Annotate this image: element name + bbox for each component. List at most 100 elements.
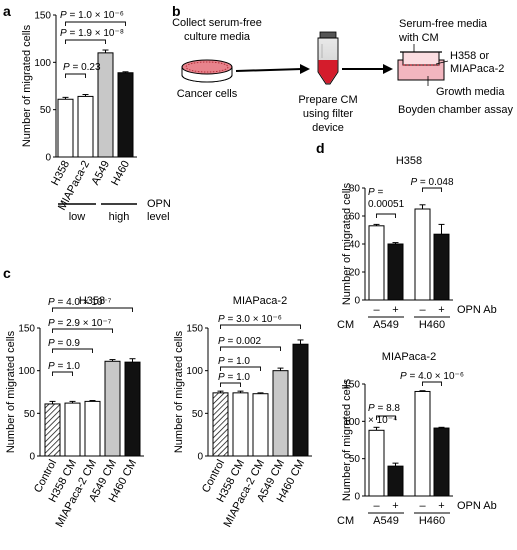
y-tick-label: 40: [349, 240, 361, 251]
y-tick-label: 0: [197, 452, 203, 463]
significance-bracket: [52, 348, 93, 353]
y-tick-label: 0: [45, 153, 51, 164]
opn-ab-mark: +: [438, 500, 444, 512]
p-value-label: P = 3.0 × 10⁻⁶: [218, 314, 282, 325]
p-value-label: P = 1.0: [218, 372, 250, 383]
opn-level-annotation: low high OPN level: [58, 198, 171, 223]
significance-bracket: [220, 366, 261, 371]
opn-ab-mark: –: [373, 500, 380, 512]
significance-bracket: [52, 371, 73, 376]
bar: [414, 208, 431, 301]
petri-dish: [181, 59, 233, 83]
p-value-label: P = 0.002: [218, 336, 262, 347]
group-label: A549: [373, 319, 399, 331]
significance-bracket: [52, 328, 113, 333]
bar: [292, 343, 309, 457]
bar: [433, 427, 450, 497]
cm-label: CM: [337, 319, 354, 331]
significance-bracket: [52, 307, 133, 312]
opn-ab-mark: +: [438, 304, 444, 316]
panel-letter-c: c: [3, 265, 11, 281]
bar: [64, 402, 81, 457]
opn-ab-mark: –: [419, 304, 426, 316]
bar: [433, 233, 450, 301]
cells-pointer: [435, 60, 449, 65]
y-tick-label: 50: [24, 409, 36, 420]
arrow-1: [235, 68, 303, 72]
cm-label: CM: [337, 515, 354, 527]
y-axis-label: Number of migrated cells: [5, 330, 17, 453]
y-tick-label: 50: [192, 409, 204, 420]
significance-bracket: [65, 21, 126, 26]
panel-letter-a: a: [3, 3, 11, 19]
significance-bracket: [65, 39, 106, 44]
bar: [368, 225, 385, 301]
y-tick-label: 0: [29, 452, 35, 463]
panel-letter-b: b: [172, 3, 181, 19]
bar: [252, 393, 269, 457]
p-value-label: P = 0.048: [410, 177, 454, 188]
opn-ab-label: OPN Ab: [457, 304, 497, 316]
schematic: Collect serum-free culture media Cancer …: [172, 17, 513, 134]
y-tick-label: 100: [34, 58, 51, 69]
group-label: A549: [373, 515, 399, 527]
opn-ab-mark: –: [373, 304, 380, 316]
p-value-label: P = 1.0: [48, 361, 80, 372]
significance-bracket: [65, 73, 86, 78]
bar: [387, 243, 404, 301]
bar: [368, 429, 385, 497]
bar: [57, 98, 74, 158]
p-value-label: P =: [368, 187, 383, 198]
arrow-2-head: [383, 64, 393, 74]
y-axis-label: Number of migrated cells: [21, 24, 33, 147]
bar: [414, 390, 431, 497]
y-tick-label: 100: [343, 417, 360, 428]
y-axis-label: Number of migrated cells: [173, 330, 185, 453]
cells-label-1: H358 or: [450, 50, 489, 62]
y-tick-label: 150: [18, 324, 35, 335]
y-axis-label: Number of migrated cells: [341, 378, 353, 501]
significance-bracket: [220, 382, 241, 387]
p-value-label: P = 1.0 × 10⁻⁶: [60, 10, 124, 21]
cells-label-2: MIAPaca-2: [450, 63, 504, 75]
p-value-label: 0.00051: [368, 199, 405, 210]
collect-label-2: culture media: [184, 31, 251, 43]
bar: [117, 72, 134, 158]
opn-ab-mark: +: [392, 500, 398, 512]
p-value-label: P = 4.0 × 10⁻⁷: [48, 297, 112, 308]
panel-letter-d: d: [316, 140, 325, 156]
x-tick-label: H460: [109, 159, 132, 188]
opn-ab-label: OPN Ab: [457, 500, 497, 512]
bar: [77, 95, 94, 158]
low-label: low: [69, 211, 86, 223]
y-tick-label: 0: [354, 492, 360, 503]
prepare-label-1: Prepare CM: [298, 94, 357, 106]
p-value-label: P = 4.0 × 10⁻⁶: [400, 371, 464, 382]
boyden-chamber: [397, 51, 445, 81]
opn-label: OPN: [147, 198, 171, 210]
opn-ab-mark: –: [419, 500, 426, 512]
chart-title: H358: [396, 155, 422, 167]
bar: [124, 361, 141, 457]
y-tick-label: 150: [186, 324, 203, 335]
p-value-label: × 10⁻⁴: [368, 415, 397, 426]
p-value-label: P = 8.8: [368, 403, 400, 414]
p-value-label: P = 1.9 × 10⁻⁸: [60, 28, 124, 39]
bar: [272, 370, 289, 457]
y-tick-label: 100: [186, 366, 203, 377]
y-tick-label: 100: [18, 366, 35, 377]
collect-label-1: Collect serum-free: [172, 17, 262, 29]
y-tick-label: 0: [354, 296, 360, 307]
bar: [387, 465, 404, 497]
filter-tube: [317, 31, 339, 85]
significance-bracket: [376, 213, 396, 218]
significance-bracket: [220, 324, 301, 329]
p-value-label: P = 0.9: [48, 338, 80, 349]
level-label: level: [147, 211, 170, 223]
y-tick-label: 50: [349, 454, 361, 465]
p-value-label: P = 2.9 × 10⁻⁷: [48, 318, 112, 329]
y-axis-label: Number of migrated cells: [341, 182, 353, 305]
